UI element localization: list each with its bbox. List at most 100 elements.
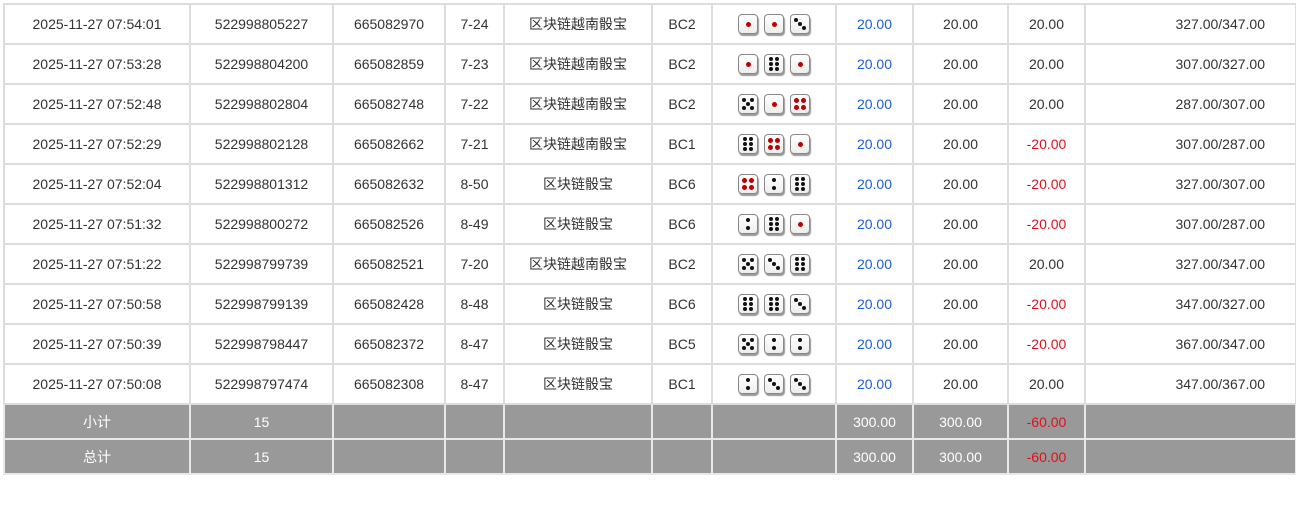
subtotal-label: 小计 [3, 403, 191, 440]
order-id: 522998801312 [189, 163, 334, 205]
dice-result [711, 283, 837, 325]
die-icon-5 [738, 94, 758, 114]
win-loss: -20.00 [1007, 203, 1086, 245]
dice-result [711, 3, 837, 45]
win-loss: 20.00 [1007, 43, 1086, 85]
dice-result [711, 203, 837, 245]
round-id: 665082526 [332, 203, 446, 245]
die-icon-6 [738, 134, 758, 154]
dice-result [711, 163, 837, 205]
bet-amount: 20.00 [835, 163, 914, 205]
die-icon-2 [790, 334, 810, 354]
round-id: 665082372 [332, 323, 446, 365]
die-icon-6 [764, 214, 784, 234]
die-icon-6 [764, 294, 784, 314]
table-name: BC2 [651, 83, 713, 125]
bet-amount: 20.00 [835, 43, 914, 85]
table-row: 2025-11-27 07:50:58 522998799139 665082428… [3, 283, 1296, 325]
balance: 367.00/347.00 [1084, 323, 1296, 365]
die-icon-2 [738, 214, 758, 234]
shoe-number: 8-47 [444, 323, 505, 365]
valid-bet: 20.00 [912, 363, 1009, 405]
die-icon-3 [764, 374, 784, 394]
die-icon-4 [764, 134, 784, 154]
table-row: 2025-11-27 07:50:08 522998797474 665082308… [3, 363, 1296, 405]
die-icon-1 [790, 134, 810, 154]
win-loss: -20.00 [1007, 283, 1086, 325]
round-id: 665082662 [332, 123, 446, 165]
balance: 327.00/347.00 [1084, 243, 1296, 285]
valid-bet: 20.00 [912, 203, 1009, 245]
record-time: 2025-11-27 07:50:39 [3, 323, 191, 365]
bet-amount: 20.00 [835, 123, 914, 165]
shoe-number: 8-47 [444, 363, 505, 405]
balance: 347.00/367.00 [1084, 363, 1296, 405]
game-name: 区块链越南骰宝 [503, 3, 653, 45]
table-row: 2025-11-27 07:53:28 522998804200 665082859… [3, 43, 1296, 85]
shoe-number: 7-20 [444, 243, 505, 285]
valid-bet: 20.00 [912, 283, 1009, 325]
subtotal-count: 15 [189, 403, 334, 440]
order-id: 522998799739 [189, 243, 334, 285]
balance: 287.00/307.00 [1084, 83, 1296, 125]
win-loss: 20.00 [1007, 243, 1086, 285]
game-name: 区块链越南骰宝 [503, 243, 653, 285]
shoe-number: 7-24 [444, 3, 505, 45]
die-icon-3 [790, 374, 810, 394]
table-name: BC6 [651, 163, 713, 205]
table-name: BC1 [651, 123, 713, 165]
subtotal-bet: 300.00 [835, 403, 914, 440]
die-icon-2 [764, 334, 784, 354]
game-name: 区块链骰宝 [503, 163, 653, 205]
table-row: 2025-11-27 07:52:48 522998802804 665082748… [3, 83, 1296, 125]
die-icon-6 [764, 54, 784, 74]
die-icon-1 [764, 94, 784, 114]
die-icon-1 [790, 214, 810, 234]
win-loss: -20.00 [1007, 323, 1086, 365]
table-name: BC1 [651, 363, 713, 405]
win-loss: 20.00 [1007, 3, 1086, 45]
table-row: 2025-11-27 07:52:29 522998802128 665082662… [3, 123, 1296, 165]
bet-amount: 20.00 [835, 203, 914, 245]
die-icon-2 [738, 374, 758, 394]
total-bet: 300.00 [835, 438, 914, 475]
total-valid: 300.00 [912, 438, 1009, 475]
die-icon-4 [738, 174, 758, 194]
game-name: 区块链越南骰宝 [503, 43, 653, 85]
total-win: -60.00 [1007, 438, 1086, 475]
total-row: 总计 15 300.00 300.00 -60.00 [3, 438, 1296, 475]
record-time: 2025-11-27 07:50:08 [3, 363, 191, 405]
balance: 307.00/287.00 [1084, 123, 1296, 165]
table-name: BC2 [651, 3, 713, 45]
die-icon-1 [764, 14, 784, 34]
die-icon-3 [790, 294, 810, 314]
dice-result [711, 323, 837, 365]
shoe-number: 7-21 [444, 123, 505, 165]
win-loss: 20.00 [1007, 83, 1086, 125]
round-id: 665082521 [332, 243, 446, 285]
round-id: 665082859 [332, 43, 446, 85]
dice-result [711, 243, 837, 285]
shoe-number: 8-49 [444, 203, 505, 245]
dice-result [711, 83, 837, 125]
die-icon-2 [764, 174, 784, 194]
dice-group [738, 14, 810, 34]
die-icon-6 [738, 294, 758, 314]
table-name: BC2 [651, 243, 713, 285]
balance: 307.00/287.00 [1084, 203, 1296, 245]
dice-group [738, 214, 810, 234]
shoe-number: 7-23 [444, 43, 505, 85]
record-time: 2025-11-27 07:53:28 [3, 43, 191, 85]
balance: 347.00/327.00 [1084, 283, 1296, 325]
game-name: 区块链越南骰宝 [503, 83, 653, 125]
dice-group [738, 294, 810, 314]
valid-bet: 20.00 [912, 323, 1009, 365]
record-time: 2025-11-27 07:52:29 [3, 123, 191, 165]
dice-group [738, 334, 810, 354]
order-id: 522998802804 [189, 83, 334, 125]
order-id: 522998800272 [189, 203, 334, 245]
balance: 307.00/327.00 [1084, 43, 1296, 85]
record-time: 2025-11-27 07:52:04 [3, 163, 191, 205]
order-id: 522998802128 [189, 123, 334, 165]
subtotal-row: 小计 15 300.00 300.00 -60.00 [3, 403, 1296, 440]
